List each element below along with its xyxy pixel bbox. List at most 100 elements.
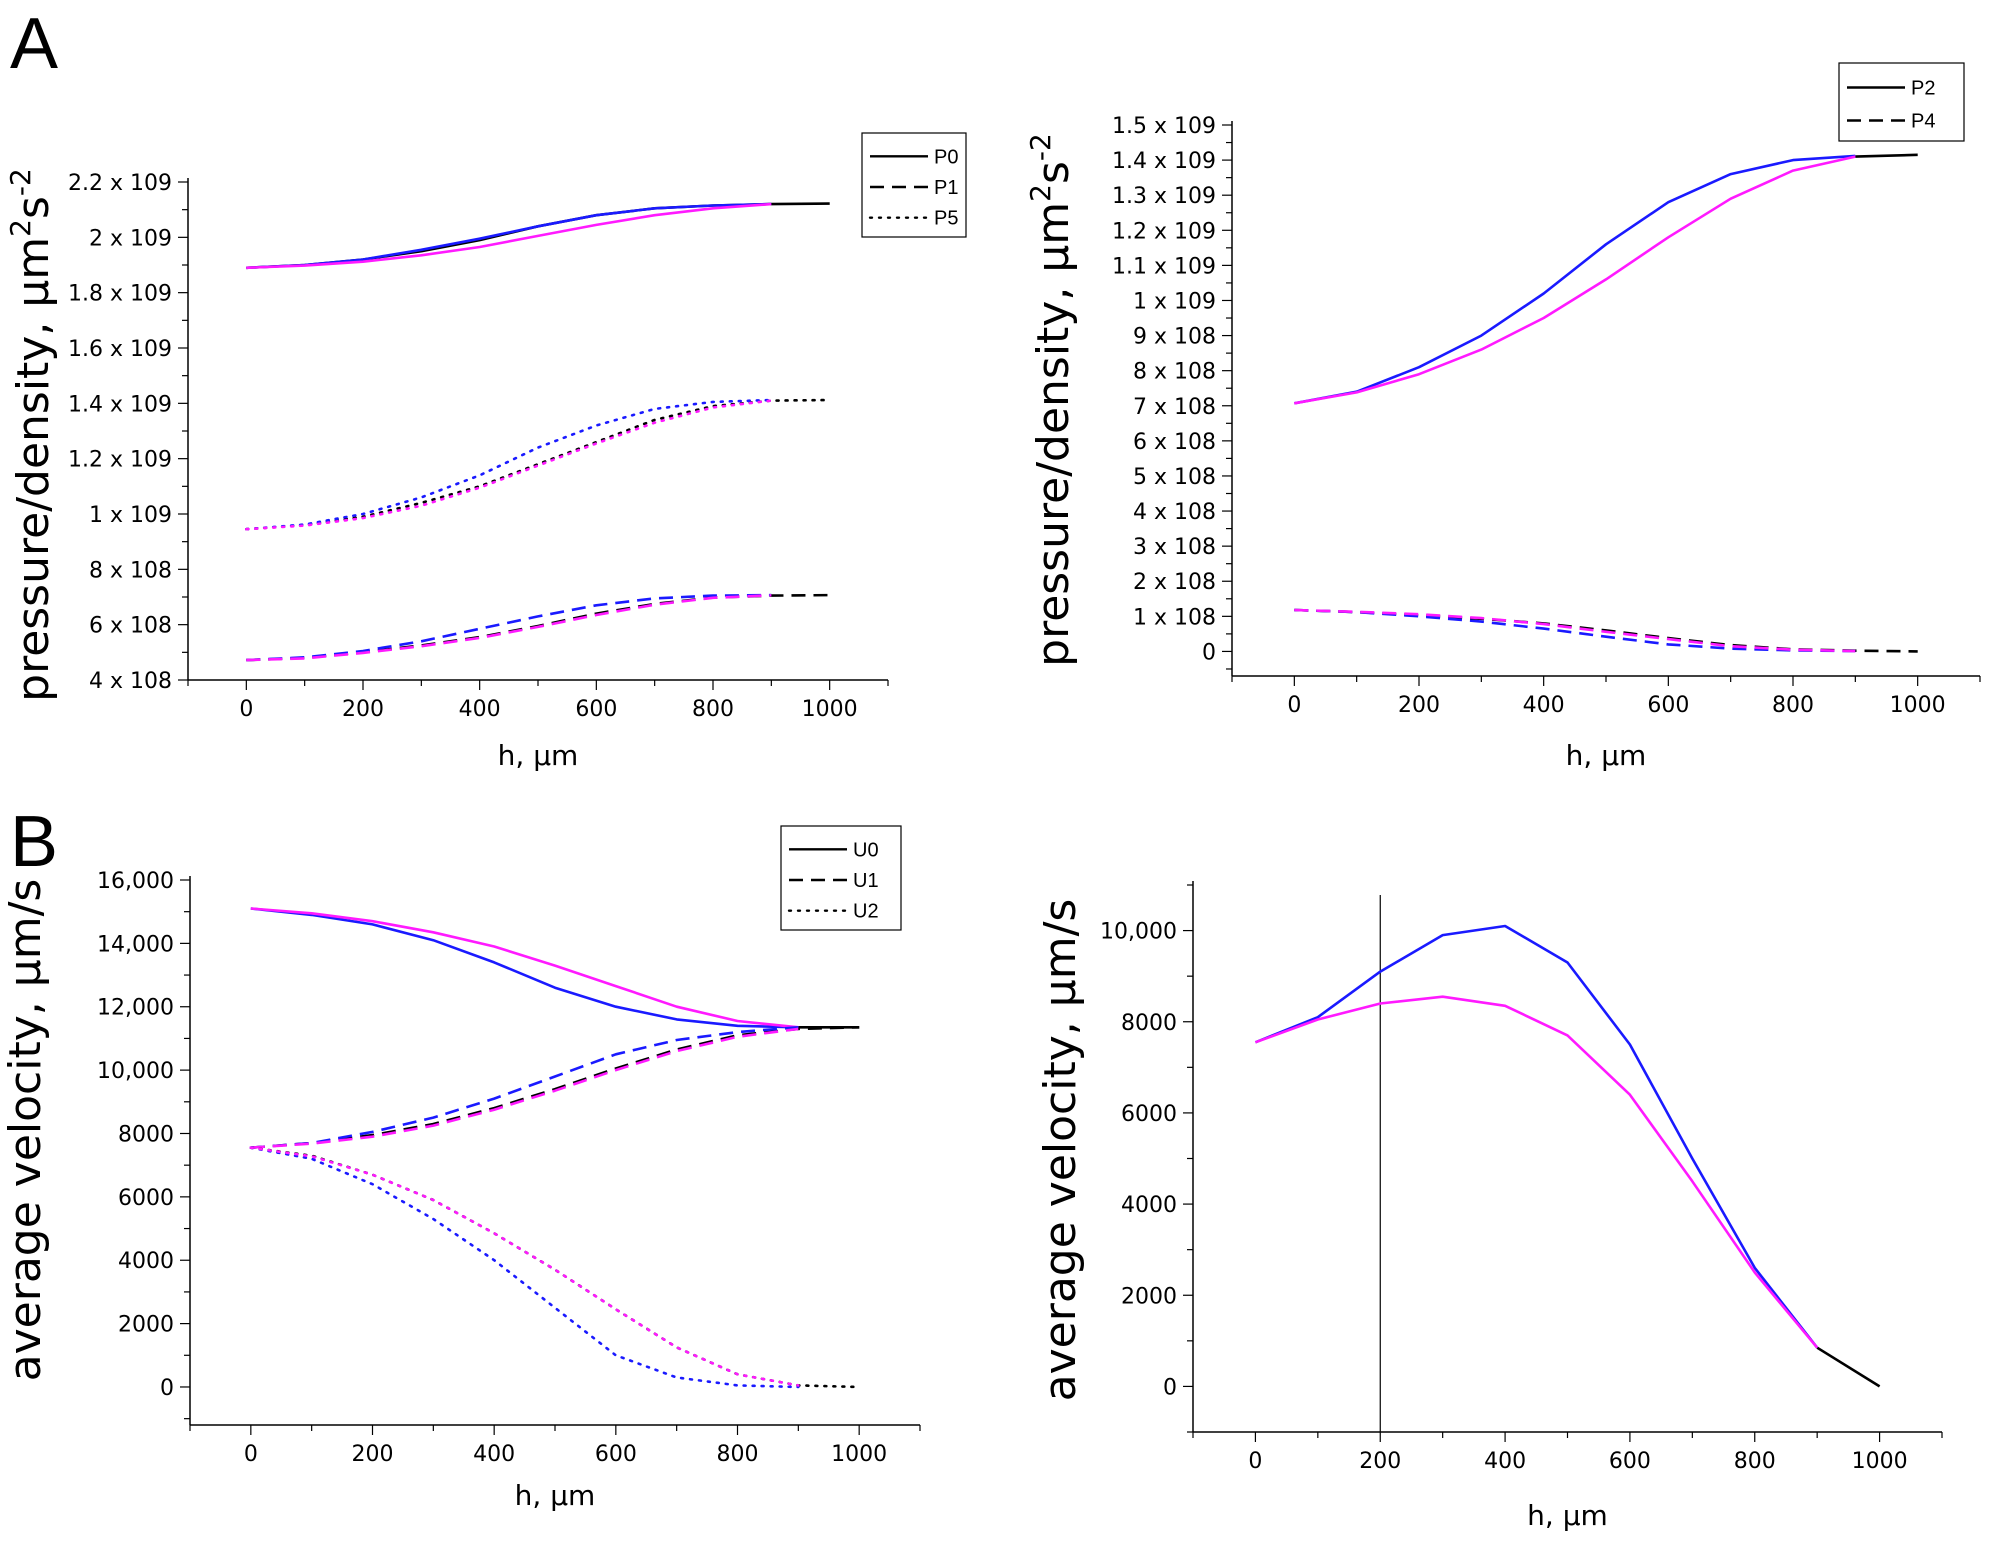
y-tick-label: 6 x 108 <box>89 614 172 639</box>
y-axis-title-unit: s <box>8 196 59 219</box>
series-line-u0-blue <box>250 907 799 1029</box>
y-axis-title: pressure/density, µm2s-2 <box>4 168 59 702</box>
y-tick-label: 8000 <box>1121 1011 1177 1036</box>
y-tick-label: 2000 <box>118 1313 174 1338</box>
legend-box <box>780 825 902 931</box>
y-tick-label: 1.5 x 109 <box>1112 114 1216 139</box>
y-tick-label: 3 x 108 <box>1133 535 1216 560</box>
series-line-u2 <box>249 1146 861 1389</box>
y-axis-title-sup: 2 <box>4 219 37 237</box>
y-tick-label: 8000 <box>118 1122 174 1147</box>
x-axis-title: h, µm <box>498 739 579 772</box>
series-line-p0-magenta <box>246 202 772 270</box>
legend: P0 P1 P5 <box>861 132 967 238</box>
y-tick-label: 4000 <box>118 1249 174 1274</box>
series-line-p5 <box>245 398 832 531</box>
x-tick-label: 0 <box>239 697 253 722</box>
legend-label-p4: P4 <box>1911 111 1935 133</box>
series-line-p2-blue <box>1294 154 1856 405</box>
x-tick-label: 800 <box>1772 693 1814 718</box>
legend-box <box>861 132 967 238</box>
y-tick-label: 2 x 108 <box>1133 570 1216 595</box>
x-tick-label: 200 <box>1398 693 1440 718</box>
series-line-p2-magenta <box>1294 155 1856 405</box>
y-axis-title: average velocity, µm/s <box>0 879 51 1382</box>
x-tick-label: 200 <box>342 697 384 722</box>
y-tick-label: 6000 <box>118 1186 174 1211</box>
series-line-p5-blue <box>245 398 773 531</box>
axes: 0 200 400 600 800 1000 4 x 108 6 x 108 8 x 108 1 … <box>68 171 889 722</box>
y-tick-label: 6 x 108 <box>1133 430 1216 455</box>
series-line-p0-blue <box>246 202 772 270</box>
x-axis-title: h, µm <box>1566 739 1647 772</box>
x-axis-title: h, µm <box>515 1479 596 1512</box>
x-tick-label: 200 <box>352 1442 394 1467</box>
x-tick-label: 1000 <box>831 1442 887 1467</box>
y-tick-label: 1.3 x 109 <box>1112 184 1216 209</box>
chart-pressure-p2-p4: 0 200 400 600 800 1000 0 1 x 108 2 x 108 3 x 108 4… <box>1024 62 1981 772</box>
x-tick-label: 1000 <box>1852 1449 1908 1474</box>
series-line-black <box>1816 1346 1881 1388</box>
series-line-u1-magenta <box>250 1027 799 1149</box>
panel-label-a: A <box>10 4 58 84</box>
x-tick-label: 800 <box>692 697 734 722</box>
y-axis-title: pressure/density, µm2s-2 <box>1024 133 1079 667</box>
y-tick-label: 12,000 <box>97 996 174 1021</box>
chart-pressure-p0-p1-p5: 0 200 400 600 800 1000 4 x 108 6 x 108 8 x 108 1 … <box>4 132 967 772</box>
y-tick-label: 1 x 109 <box>89 503 172 528</box>
x-tick-label: 600 <box>595 1442 637 1467</box>
y-tick-label: 4 x 108 <box>1133 500 1216 525</box>
x-tick-label: 400 <box>1484 1449 1526 1474</box>
x-tick-label: 0 <box>244 1442 258 1467</box>
legend: U0 U1 U2 <box>780 825 902 931</box>
x-tick-label: 1000 <box>1890 693 1946 718</box>
y-tick-label: 1.4 x 109 <box>68 392 172 417</box>
x-tick-label: 400 <box>459 697 501 722</box>
series-line-p1-blue <box>246 593 772 662</box>
y-tick-label: 14,000 <box>97 932 174 957</box>
y-axis-title-main: pressure/density, µm <box>8 237 59 702</box>
y-tick-label: 2000 <box>1121 1284 1177 1309</box>
series-line-u2-blue <box>249 1146 800 1389</box>
y-tick-label: 8 x 108 <box>89 558 172 583</box>
series-line-u2-magenta <box>249 1146 800 1387</box>
legend-label-p1: P1 <box>934 177 958 199</box>
y-tick-label: 1.4 x 109 <box>1112 149 1216 174</box>
series-line-blue <box>1254 924 1819 1349</box>
series-line-magenta <box>1254 995 1819 1349</box>
legend: P2 P4 <box>1838 62 1965 142</box>
y-tick-label: 1.8 x 109 <box>68 282 172 307</box>
x-tick-label: 0 <box>1248 1449 1262 1474</box>
x-tick-label: 0 <box>1287 693 1301 718</box>
y-tick-label: 10,000 <box>97 1059 174 1084</box>
series-line-p4 <box>1294 608 1918 653</box>
legend-label-u0: U0 <box>853 839 879 861</box>
y-tick-label: 0 <box>160 1376 174 1401</box>
y-tick-label: 1.1 x 109 <box>1112 254 1216 279</box>
y-tick-label: 6000 <box>1121 1102 1177 1127</box>
series-line-p2 <box>1855 153 1918 158</box>
series-line-p1-magenta <box>246 594 772 662</box>
y-axis-title-sup: 2 <box>1024 184 1057 202</box>
y-tick-label: 4 x 108 <box>89 669 172 694</box>
y-tick-label: 16,000 <box>97 869 174 894</box>
series-line-p4-magenta <box>1294 608 1856 653</box>
series-line-p4-blue <box>1294 608 1856 653</box>
x-tick-label: 800 <box>1734 1449 1776 1474</box>
axes: 0 200 400 600 800 1000 0 2000 4000 6000 8000 10,000… <box>97 869 921 1467</box>
legend-label-u1: U1 <box>853 870 879 892</box>
panel-label-b: B <box>10 802 58 882</box>
x-tick-label: 800 <box>717 1442 759 1467</box>
legend-label-p2: P2 <box>1911 78 1935 100</box>
x-tick-label: 400 <box>473 1442 515 1467</box>
x-tick-label: 200 <box>1359 1449 1401 1474</box>
series-line-u1-blue <box>250 1026 799 1149</box>
y-axis-title-main: pressure/density, µm <box>1028 202 1079 667</box>
y-tick-label: 1 x 109 <box>1133 289 1216 314</box>
series-line-p5-magenta <box>245 399 773 531</box>
y-axis-title-unit: s <box>1028 161 1079 184</box>
series-line-u1 <box>250 1026 860 1149</box>
y-tick-label: 1 x 108 <box>1133 605 1216 630</box>
axes: 0 200 400 600 800 1000 0 1 x 108 2 x 108 3 x 108 4… <box>1112 114 1981 718</box>
axes: 0 200 400 600 800 1000 0 2000 4000 6000 8000 10,000 <box>1100 881 1943 1474</box>
